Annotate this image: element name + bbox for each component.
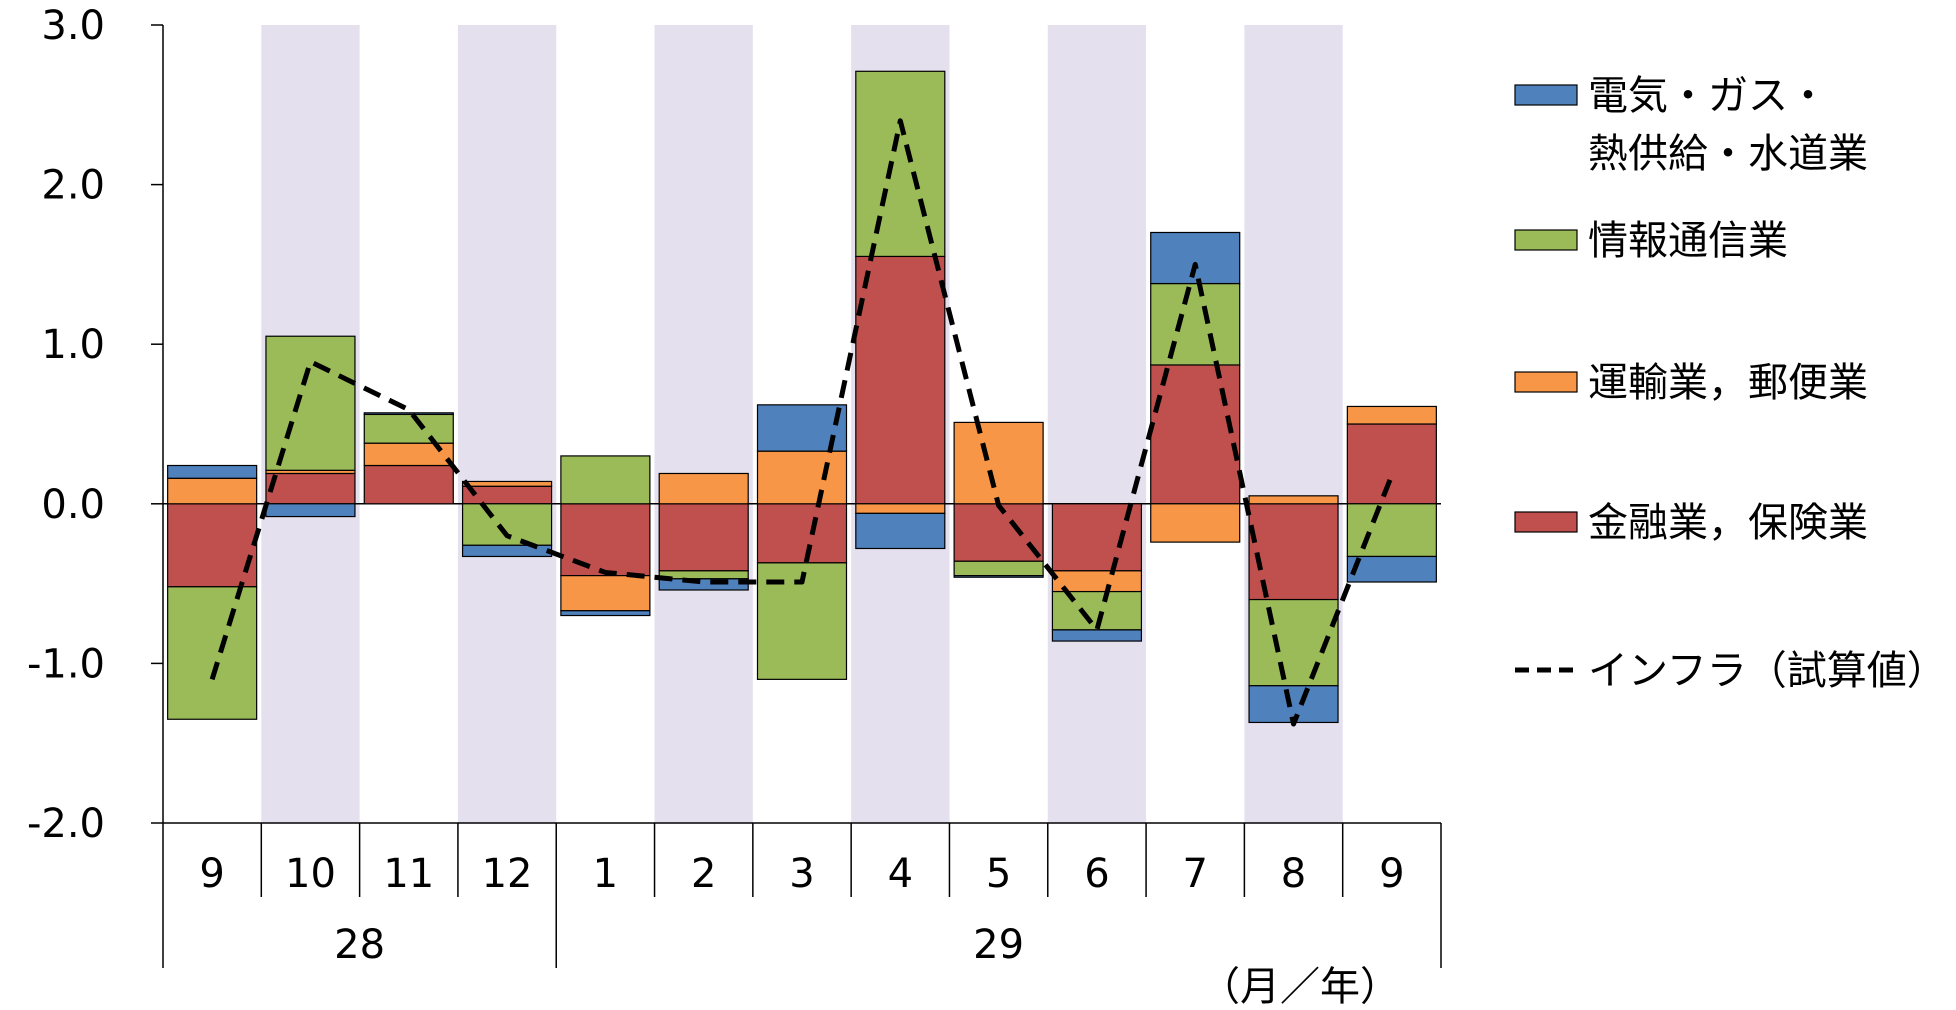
legend-swatch-info bbox=[1514, 229, 1578, 251]
x-tick-label: 8 bbox=[1281, 851, 1306, 897]
bar-segment bbox=[658, 503, 749, 572]
legend-label-trans: 運輸業，郵便業 bbox=[1588, 360, 1868, 406]
bar-segment bbox=[167, 464, 258, 479]
legend-label-fin: 金融業，保険業 bbox=[1588, 500, 1868, 546]
bar-segment bbox=[1150, 231, 1241, 285]
bar-segment bbox=[461, 544, 553, 558]
x-tick-label: 9 bbox=[199, 851, 224, 897]
infra-series-line bbox=[209, 118, 1395, 727]
bar-segment bbox=[658, 578, 749, 591]
bar-segment bbox=[855, 70, 946, 258]
x-tick-label: 2 bbox=[691, 851, 716, 897]
bar-segment bbox=[1051, 629, 1143, 642]
bar-segment bbox=[461, 503, 553, 546]
bar-segment bbox=[1248, 685, 1339, 724]
bar-segment bbox=[855, 512, 946, 550]
legend-label-line: インフラ（試算値） bbox=[1588, 648, 1947, 694]
bar-segment bbox=[953, 575, 1044, 578]
x-tick-label: 11 bbox=[383, 851, 434, 897]
bar-segment bbox=[1346, 405, 1437, 425]
x-tick-label: 12 bbox=[482, 851, 533, 897]
y-tick-label: -1.0 bbox=[27, 641, 105, 687]
bar-segment bbox=[1150, 364, 1241, 505]
legend: 電気・ガス・熱供給・水道業情報通信業運輸業，郵便業金融業，保険業インフラ（試算値… bbox=[1514, 73, 1947, 694]
bar-segment bbox=[461, 485, 553, 505]
legend-swatch-fin bbox=[1514, 511, 1578, 533]
bar-segment bbox=[167, 586, 258, 720]
x-tick-label: 9 bbox=[1379, 851, 1404, 897]
x-tick-label: 1 bbox=[593, 851, 618, 897]
shaded-column bbox=[1047, 25, 1147, 823]
year-group-label: 29 bbox=[973, 922, 1024, 968]
legend-swatch-elec bbox=[1514, 84, 1578, 106]
bar-segment bbox=[953, 560, 1044, 577]
legend-swatch-trans bbox=[1514, 371, 1578, 393]
bar-segment bbox=[560, 503, 651, 577]
bar-segment bbox=[1248, 495, 1339, 505]
unit-label: （月／年） bbox=[1200, 964, 1400, 1010]
x-tick-label: 10 bbox=[285, 851, 336, 897]
bar-segment bbox=[1346, 555, 1437, 583]
bar-segment bbox=[265, 472, 356, 505]
bar-segment bbox=[1150, 503, 1241, 543]
bar-segment bbox=[953, 503, 1044, 562]
x-tick-label: 6 bbox=[1084, 851, 1109, 897]
bar-segment bbox=[363, 413, 454, 444]
bar-segment bbox=[167, 477, 258, 505]
bar-segment bbox=[1346, 503, 1437, 558]
bar-segment bbox=[855, 503, 946, 514]
y-tick-label: 3.0 bbox=[41, 3, 105, 49]
stacked-bars bbox=[167, 70, 1437, 724]
x-tick-label: 5 bbox=[986, 851, 1011, 897]
shaded-column bbox=[654, 25, 753, 823]
legend-label-elec: 電気・ガス・ bbox=[1588, 73, 1828, 119]
bar-segment bbox=[756, 503, 848, 564]
legend-label-elec: 熱供給・水道業 bbox=[1588, 131, 1868, 177]
bar-segment bbox=[1346, 423, 1437, 505]
bar-segment bbox=[560, 455, 651, 505]
x-tick-label: 4 bbox=[888, 851, 913, 897]
bar-segment bbox=[560, 610, 651, 617]
bar-segment bbox=[265, 335, 356, 471]
bar-segment bbox=[363, 464, 454, 505]
year-group-label: 28 bbox=[334, 922, 385, 968]
legend-label-info: 情報通信業 bbox=[1588, 218, 1788, 264]
axis-labels: 3.02.01.00.0-1.0-2.09 10 11 12 1 2 3 4 5 6 7 8 928 29… bbox=[27, 3, 1405, 1010]
bar-segment bbox=[1150, 282, 1241, 366]
bar-segment bbox=[756, 450, 848, 505]
bar-segment bbox=[658, 472, 749, 505]
bar-segment bbox=[953, 421, 1044, 505]
bar-segment bbox=[167, 503, 258, 588]
bar-segment bbox=[560, 575, 651, 612]
shaded-column bbox=[457, 25, 557, 823]
bar-segment bbox=[855, 255, 946, 505]
bar-segment bbox=[363, 412, 454, 416]
bar-segment bbox=[265, 503, 356, 518]
x-tick-label: 7 bbox=[1183, 851, 1208, 897]
bar-segment bbox=[461, 480, 553, 487]
infra-line bbox=[209, 118, 1395, 727]
x-tick-label: 3 bbox=[789, 851, 814, 897]
y-tick-label: 0.0 bbox=[41, 482, 105, 528]
y-tick-label: 1.0 bbox=[41, 322, 105, 368]
y-tick-label: -2.0 bbox=[27, 801, 105, 847]
y-tick-label: 2.0 bbox=[41, 163, 105, 209]
